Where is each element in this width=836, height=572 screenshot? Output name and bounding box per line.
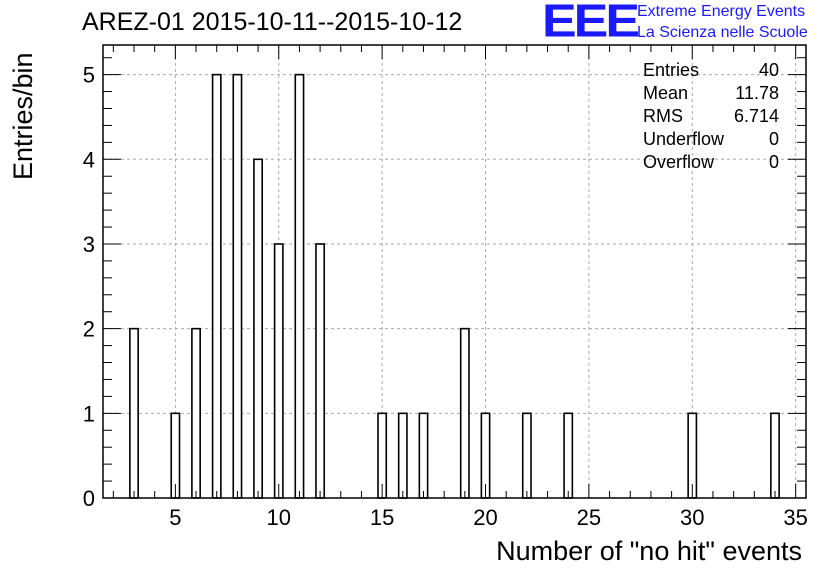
x-tick-label: 25 <box>577 505 601 530</box>
x-tick-label: 15 <box>370 505 394 530</box>
stat-mean-label: Mean <box>643 83 689 103</box>
histogram-bar <box>273 243 284 499</box>
histogram-bar <box>563 412 574 499</box>
x-tick-label: 20 <box>473 505 497 530</box>
axis-ticks <box>103 45 806 499</box>
tick-labels: 5 10 15 20 25 30 35 0 1 2 3 4 5 <box>83 63 808 530</box>
histogram-bar <box>418 412 429 499</box>
x-tick-label: 30 <box>680 505 704 530</box>
y-tick-label: 2 <box>83 317 95 342</box>
grid-lines <box>103 45 806 498</box>
chart-title: AREZ-01 2015-10-11--2015-10-12 <box>82 8 463 36</box>
y-tick-label: 1 <box>83 401 95 426</box>
stat-rms-label: RMS <box>643 106 683 126</box>
y-tick-label: 3 <box>83 232 95 257</box>
histogram-bar <box>232 73 243 499</box>
histogram-bar <box>315 243 326 499</box>
logo-line-1: Extreme Energy Events <box>637 3 806 20</box>
histogram-bar <box>191 327 201 499</box>
histogram-bar <box>521 412 532 499</box>
histogram-bar <box>770 412 780 499</box>
x-axis-label: Number of "no hit" events <box>496 536 802 566</box>
histogram-bar <box>459 327 470 499</box>
histogram-bar <box>253 158 264 499</box>
y-tick-label: 4 <box>83 147 95 172</box>
logo-line-2: La Scienza nelle Scuole <box>637 24 808 41</box>
stat-underflow-value: 0 <box>768 129 779 149</box>
x-tick-label: 10 <box>267 505 291 530</box>
stat-overflow-label: Overflow <box>643 152 715 172</box>
stat-rms-value: 6.714 <box>733 106 779 126</box>
histogram-bars <box>129 73 780 499</box>
histogram-bar <box>129 327 139 499</box>
histogram-bar <box>397 412 408 499</box>
stat-mean-value: 11.78 <box>735 83 779 103</box>
histogram-bar <box>211 73 222 499</box>
x-tick-label: 5 <box>169 505 181 530</box>
plot-frame <box>102 44 807 499</box>
stat-underflow-label: Underflow <box>643 129 725 149</box>
y-axis-label: Entries/bin <box>8 52 38 180</box>
y-tick-label: 5 <box>83 63 95 88</box>
histogram-bar <box>294 73 305 499</box>
x-tick-label: 35 <box>783 505 807 530</box>
stat-entries-value: 40 <box>758 60 779 80</box>
y-tick-label: 0 <box>83 486 95 511</box>
stat-entries-label: Entries <box>643 60 700 80</box>
stat-overflow-value: 0 <box>768 152 779 172</box>
eee-logo-mark: EEE <box>542 0 640 48</box>
